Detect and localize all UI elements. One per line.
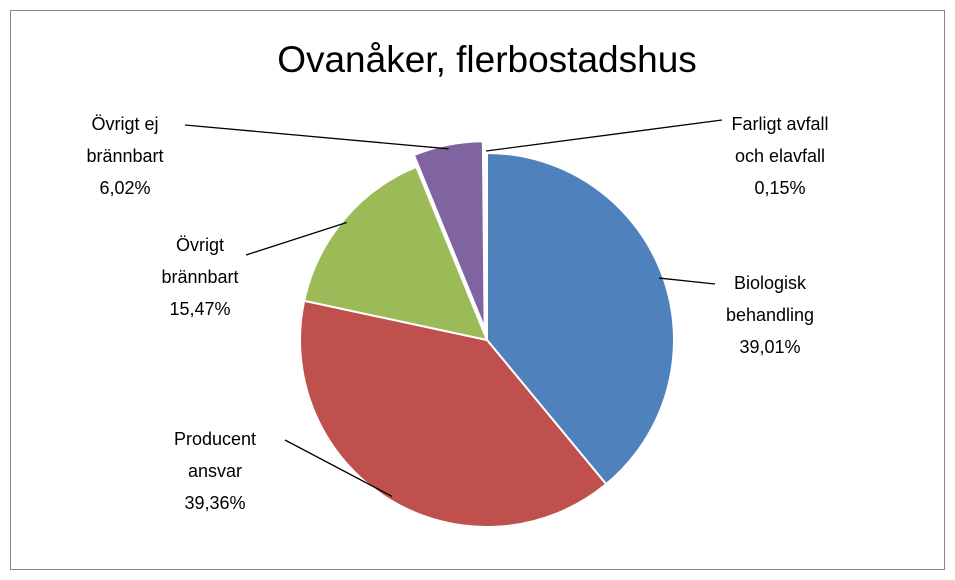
category-label: Övrigt brännbart [161,235,238,287]
leader-line [486,119,723,152]
leader-line [284,439,393,498]
category-label: Övrigt ej brännbart [86,114,163,166]
value-label: 0,15% [754,178,805,198]
category-label: Biologisk behandling [726,273,814,325]
value-label: 6,02% [99,178,150,198]
pie-slice [486,151,675,486]
pie-slice [299,299,608,528]
pie-slice [484,145,488,335]
value-label: 39,36% [184,493,245,513]
category-label: Producent ansvar [174,429,256,481]
value-label: 15,47% [169,299,230,319]
chart-title: Ovanåker, flerbostadshus [277,39,697,80]
leader-line [245,221,347,256]
value-label: 39,01% [739,337,800,357]
category-label: Farligt avfall och elavfall [731,114,828,166]
leader-line [184,124,449,150]
pie-slice [412,140,486,329]
leader-line [659,277,716,285]
pie-slice [302,165,489,342]
